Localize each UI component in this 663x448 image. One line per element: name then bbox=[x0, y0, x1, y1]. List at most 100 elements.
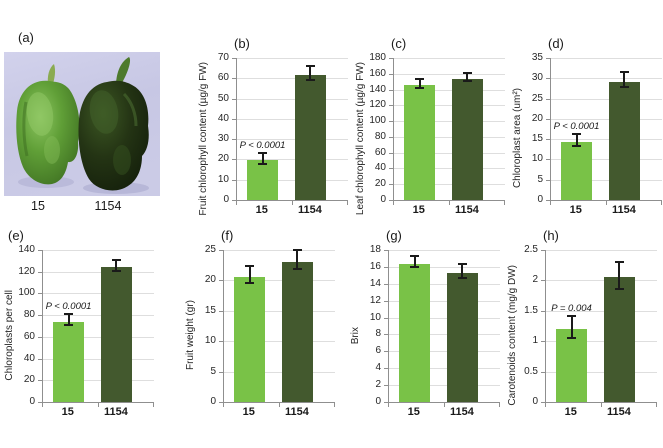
x-axis-labels: 15 1154 bbox=[42, 403, 154, 421]
y-tick-label: 20 bbox=[23, 374, 35, 386]
y-tick-mark bbox=[219, 310, 223, 312]
y-tick-mark bbox=[232, 58, 236, 59]
gridline bbox=[237, 159, 348, 161]
error-bar-1154 bbox=[305, 65, 315, 82]
bar-15 bbox=[555, 329, 588, 402]
y-tick-mark bbox=[384, 250, 388, 251]
y-tick-label: 30 bbox=[531, 72, 543, 84]
y-tick-label: 120 bbox=[18, 265, 35, 277]
x-tick-mark bbox=[393, 201, 394, 205]
panel-label: (e) bbox=[8, 228, 24, 243]
bar-15 bbox=[398, 263, 431, 402]
y-axis-title: Fruit chlorophyll content (µg/g FW) bbox=[198, 61, 209, 216]
x-axis-labels: 15 1154 bbox=[223, 403, 335, 421]
p-value-label: P < 0.0001 bbox=[45, 301, 92, 313]
y-tick-mark bbox=[546, 78, 550, 80]
y-tick-mark bbox=[38, 336, 42, 338]
gridline bbox=[551, 98, 662, 100]
error-bar-1154 bbox=[462, 71, 472, 83]
y-tick-mark bbox=[389, 168, 393, 170]
y-tick-mark bbox=[541, 310, 545, 312]
bar-1154 bbox=[294, 75, 326, 200]
x-tick-mark bbox=[656, 403, 657, 407]
x-tick-mark bbox=[388, 403, 389, 407]
x-tick-mark bbox=[223, 403, 224, 407]
gridline bbox=[224, 280, 335, 282]
gridline bbox=[394, 184, 505, 186]
y-tick-label: 5 bbox=[537, 173, 543, 185]
gridline bbox=[394, 58, 505, 59]
plot-area: P < 0.0001 bbox=[236, 58, 348, 201]
gridline bbox=[389, 300, 500, 302]
x-axis-labels: 15 1154 bbox=[393, 201, 505, 219]
y-tick-mark bbox=[389, 105, 393, 107]
panel-label: (b) bbox=[234, 36, 250, 51]
x-category-label: 1154 bbox=[611, 204, 636, 216]
y-tick-mark bbox=[541, 250, 545, 251]
gridline bbox=[389, 250, 500, 251]
x-tick-mark bbox=[279, 403, 280, 407]
panel-a: (a) bbox=[2, 28, 170, 216]
plot-area: P = 0.004 bbox=[545, 250, 657, 403]
y-tick-mark bbox=[38, 402, 42, 403]
plot-area: P < 0.0001 bbox=[550, 58, 662, 201]
x-category-label: 1154 bbox=[284, 406, 309, 418]
y-tick-mark bbox=[389, 184, 393, 186]
plot-area bbox=[393, 58, 505, 201]
error-bar-1154 bbox=[292, 249, 302, 271]
gridline bbox=[43, 315, 154, 317]
y-tick-mark bbox=[219, 250, 223, 251]
x-category-label: 15 bbox=[255, 204, 268, 216]
gridline bbox=[546, 371, 657, 373]
panel-g: (g) Brix 0 2 4 6 8 10 12 14 16 18 15 1154 bbox=[348, 222, 500, 421]
y-tick-label: 80 bbox=[374, 130, 386, 142]
pepper-1154 bbox=[78, 57, 149, 194]
y-tick-mark bbox=[384, 300, 388, 302]
photo-label-15: 15 bbox=[31, 199, 45, 213]
gridline bbox=[546, 341, 657, 343]
y-tick-mark bbox=[389, 73, 393, 75]
pepper-15 bbox=[16, 64, 80, 188]
x-tick-mark bbox=[601, 403, 602, 407]
panel-d: (d) Chloroplast area (um²) 0 5 10 15 20 25 30 3… bbox=[510, 30, 662, 219]
gridline bbox=[389, 283, 500, 285]
x-axis-labels: 15 1154 bbox=[388, 403, 500, 421]
panel-label: (d) bbox=[548, 36, 564, 51]
y-tick-label: 2.5 bbox=[524, 244, 538, 255]
error-bar-1154 bbox=[457, 262, 467, 279]
y-tick-mark bbox=[546, 200, 550, 201]
y-tick-mark bbox=[232, 139, 236, 141]
y-tick-label: 0 bbox=[532, 396, 538, 407]
gridline bbox=[43, 336, 154, 338]
x-axis-labels: 15 1154 bbox=[545, 403, 657, 421]
y-axis-title: Fruit weight (gr) bbox=[185, 300, 196, 371]
y-tick-label: 8 bbox=[375, 328, 381, 340]
y-tick-mark bbox=[232, 200, 236, 201]
x-category-label: 1154 bbox=[449, 406, 474, 418]
y-tick-mark bbox=[546, 179, 550, 181]
x-tick-mark bbox=[661, 201, 662, 205]
x-tick-mark bbox=[550, 201, 551, 205]
y-tick-mark bbox=[389, 200, 393, 201]
gridline bbox=[224, 310, 335, 312]
y-tick-mark bbox=[389, 136, 393, 138]
y-axis-title: Brix bbox=[350, 326, 361, 345]
y-axis-ticks: 0 10 20 30 40 50 60 70 bbox=[211, 52, 236, 205]
y-tick-label: 2 bbox=[532, 274, 538, 286]
y-tick-mark bbox=[389, 121, 393, 123]
y-tick-mark bbox=[232, 98, 236, 100]
y-tick-label: 25 bbox=[204, 244, 216, 255]
gridline bbox=[394, 121, 505, 123]
y-tick-label: 2 bbox=[375, 379, 381, 391]
y-tick-mark bbox=[546, 58, 550, 59]
error-bar-1154 bbox=[614, 261, 624, 290]
y-tick-label: 0 bbox=[375, 396, 381, 407]
y-tick-mark bbox=[219, 341, 223, 343]
y-tick-mark bbox=[219, 371, 223, 373]
x-tick-mark bbox=[292, 201, 293, 205]
error-bar-15 bbox=[415, 77, 425, 89]
gridline bbox=[43, 358, 154, 360]
bar-1154 bbox=[100, 267, 132, 402]
gridline bbox=[389, 368, 500, 370]
plot-area bbox=[223, 249, 335, 403]
